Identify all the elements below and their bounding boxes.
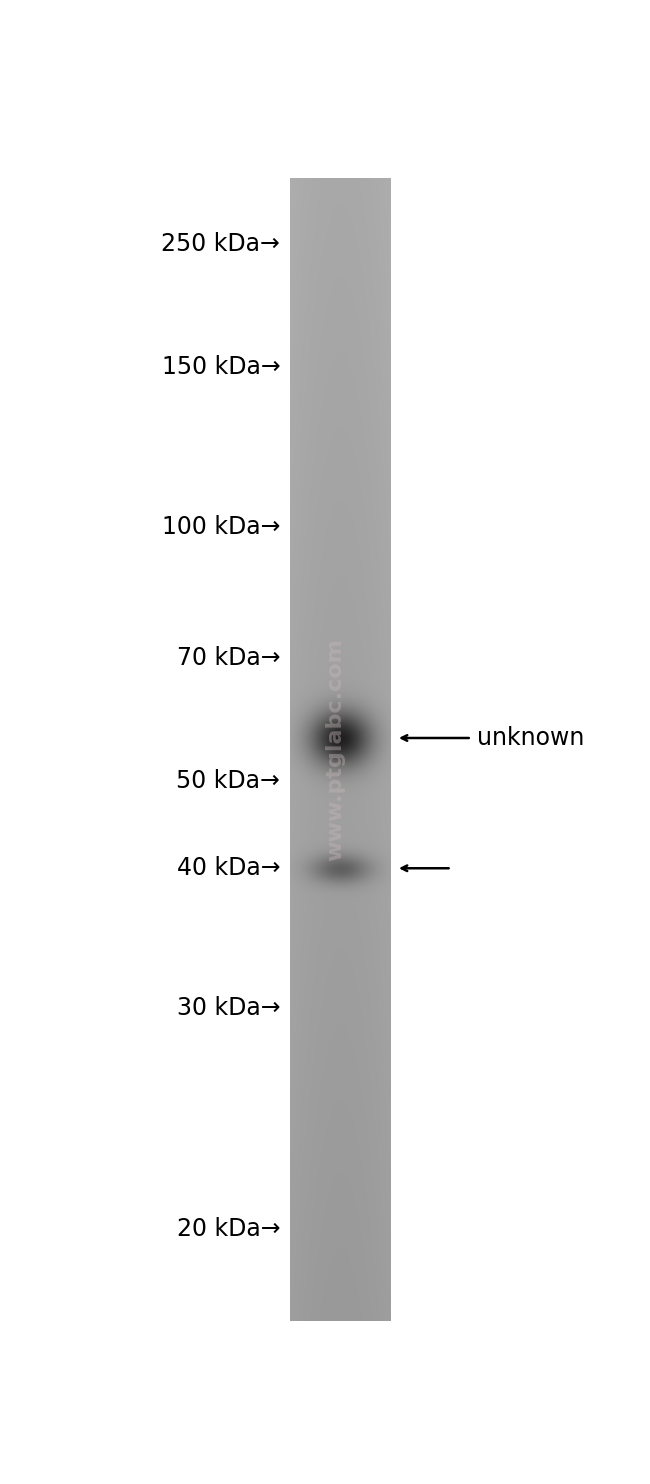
Text: 100 kDa→: 100 kDa→	[162, 515, 280, 539]
Text: 250 kDa→: 250 kDa→	[161, 233, 280, 257]
Text: 30 kDa→: 30 kDa→	[177, 996, 280, 1020]
Text: 40 kDa→: 40 kDa→	[177, 856, 280, 880]
Text: 150 kDa→: 150 kDa→	[162, 355, 280, 378]
Text: 50 kDa→: 50 kDa→	[177, 769, 280, 794]
Text: 20 kDa→: 20 kDa→	[177, 1217, 280, 1241]
Text: 70 kDa→: 70 kDa→	[177, 646, 280, 669]
Text: www.ptglabc.com: www.ptglabc.com	[326, 638, 346, 861]
Text: unknown: unknown	[476, 726, 584, 749]
